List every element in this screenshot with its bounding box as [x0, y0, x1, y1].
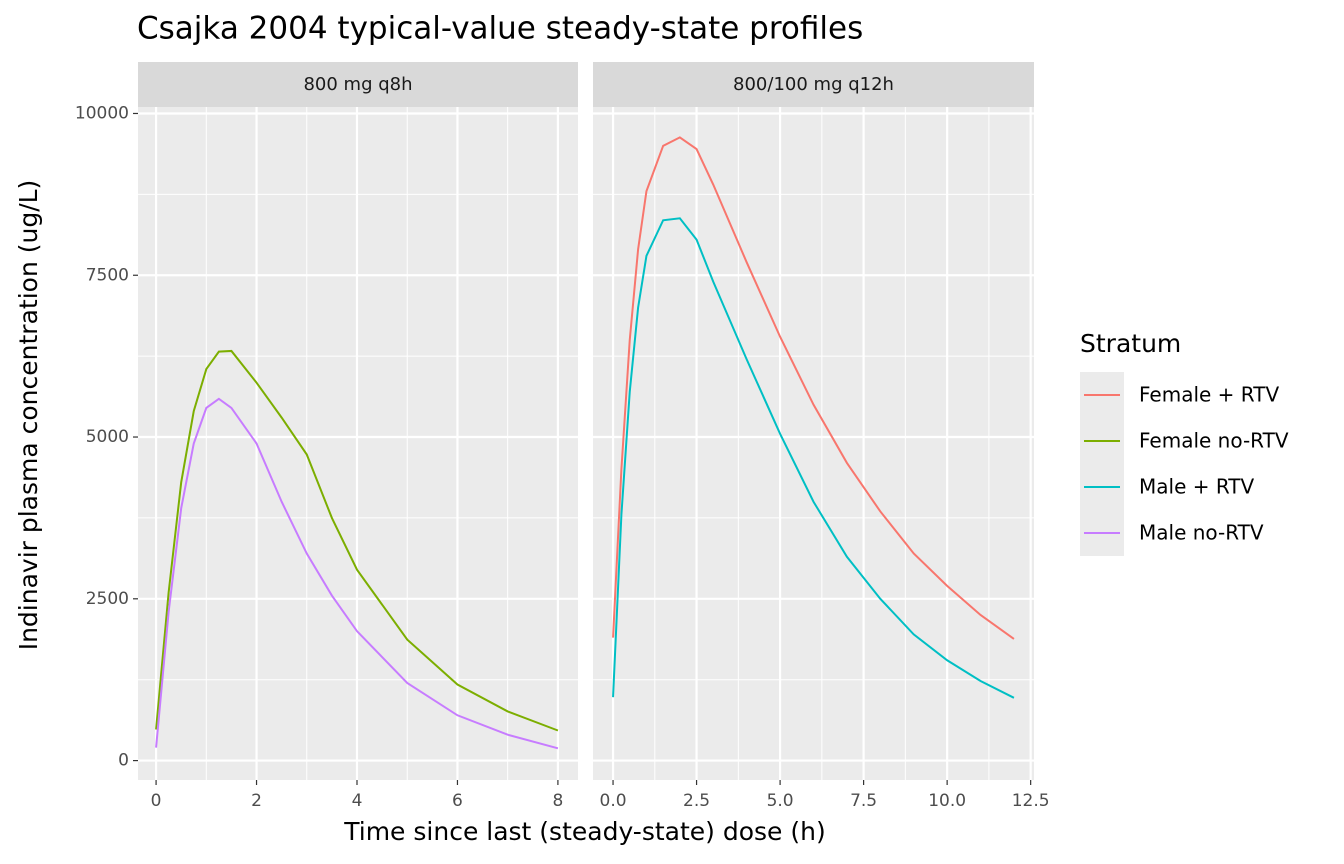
x-axis-label: Time since last (steady-state) dose (h) [343, 817, 825, 846]
y-axis-label: Indinavir plasma concentration (ug/L) [14, 180, 43, 651]
legend-label: Female + RTV [1139, 383, 1279, 407]
y-tick-label: 10000 [75, 103, 129, 123]
legend-title: Stratum [1080, 329, 1181, 358]
x-tick-label: 0.0 [600, 791, 627, 811]
y-tick-label: 5000 [86, 427, 129, 447]
x-tick-label: 6 [452, 791, 463, 811]
line [612, 217, 1015, 699]
panel [593, 107, 1034, 780]
x-tick-label: 12.5 [1012, 791, 1050, 811]
x-tick-label: 5.0 [767, 791, 794, 811]
y-tick-label: 7500 [86, 265, 129, 285]
x-tick-label: 10.0 [928, 791, 966, 811]
chart-title: Csajka 2004 typical-value steady-state p… [137, 11, 863, 47]
x-tick-label: 2.5 [683, 791, 710, 811]
legend-label: Male no-RTV [1139, 521, 1264, 545]
y-tick-label: 2500 [86, 589, 129, 609]
line [155, 397, 559, 750]
strip-label: 800/100 mg q12h [733, 74, 894, 95]
strip [138, 62, 578, 107]
x-tick-label: 8 [552, 791, 563, 811]
x-tick-label: 0 [151, 791, 162, 811]
legend-label: Male + RTV [1139, 475, 1255, 499]
x-tick-label: 4 [352, 791, 363, 811]
strip [593, 62, 1034, 107]
x-tick-label: 7.5 [850, 791, 877, 811]
line [612, 136, 1015, 640]
y-tick-label: 0 [118, 751, 129, 771]
line [155, 349, 559, 732]
strip-label: 800 mg q8h [303, 74, 412, 95]
legend-label: Female no-RTV [1139, 429, 1289, 453]
x-tick-label: 2 [251, 791, 262, 811]
